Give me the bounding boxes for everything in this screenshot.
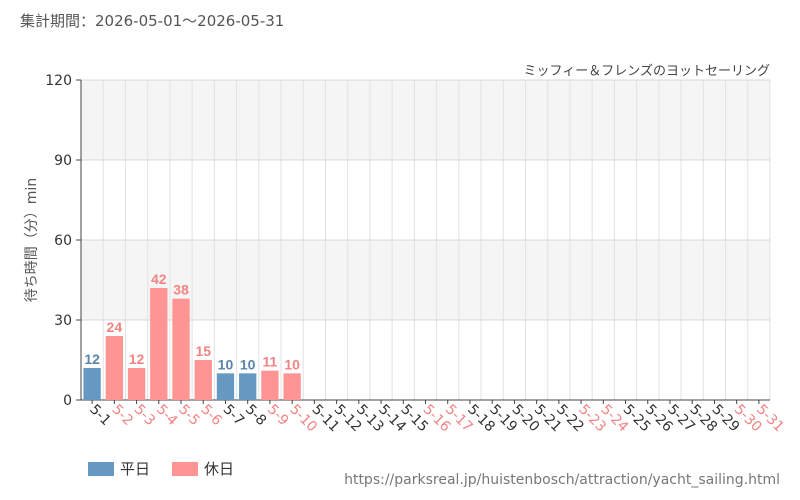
- bar: [283, 373, 301, 400]
- source-link[interactable]: https://parksreal.jp/huistenbosch/attrac…: [344, 472, 780, 488]
- legend: 平日 休日: [88, 458, 256, 479]
- bar: [239, 373, 257, 400]
- bar: [261, 370, 279, 400]
- attraction-title: ミッフィー＆フレンズのヨットセーリング: [523, 64, 770, 79]
- bar: [83, 368, 101, 400]
- legend-item-weekday: 平日: [88, 458, 150, 479]
- x-tick-label: 5-8: [242, 402, 269, 429]
- period-label: 集計期間：2026-05-01～2026-05-31: [20, 12, 285, 30]
- bar: [194, 360, 212, 400]
- x-tick-label: 5-6: [197, 402, 225, 430]
- weekday-swatch: [88, 461, 114, 476]
- x-tick-label: 5-2: [109, 402, 136, 429]
- bar: [216, 373, 235, 400]
- bar-value-label: 12: [129, 351, 145, 367]
- x-tick-label: 5-5: [175, 402, 202, 429]
- holiday-swatch: [172, 461, 199, 476]
- y-tick-label: 90: [54, 153, 72, 169]
- bar-value-label: 11: [263, 354, 278, 370]
- y-tick-label: 120: [45, 73, 72, 89]
- x-tick-label: 5-3: [131, 402, 158, 429]
- bar-value-label: 12: [84, 351, 100, 367]
- bar: [127, 368, 146, 400]
- y-axis-label: 待ち時間（分）min: [24, 178, 40, 302]
- legend-item-holiday: 休日: [172, 458, 234, 479]
- x-tick-label: 5-1: [86, 402, 113, 429]
- x-tick-label: 5-7: [220, 402, 247, 429]
- y-tick-label: 30: [54, 313, 72, 329]
- bar-value-label: 42: [151, 271, 167, 287]
- bar-value-label: 24: [107, 319, 123, 335]
- bar-value-label: 10: [218, 356, 234, 372]
- x-tick-label: 5-9: [264, 402, 291, 429]
- bar: [172, 298, 190, 400]
- bar-value-label: 38: [173, 282, 189, 298]
- y-tick-label: 60: [54, 233, 72, 249]
- bar: [150, 288, 168, 400]
- bar-value-label: 10: [284, 356, 300, 372]
- y-tick-label: 0: [63, 393, 72, 409]
- x-tick-label: 5-4: [153, 402, 181, 430]
- grid-band: [81, 240, 770, 320]
- legend-label-holiday: 休日: [204, 460, 235, 478]
- bar-value-label: 10: [240, 356, 256, 372]
- legend-label-weekday: 平日: [120, 460, 151, 478]
- grid-band: [81, 80, 770, 160]
- bar-value-label: 15: [195, 343, 211, 359]
- bar: [105, 336, 124, 400]
